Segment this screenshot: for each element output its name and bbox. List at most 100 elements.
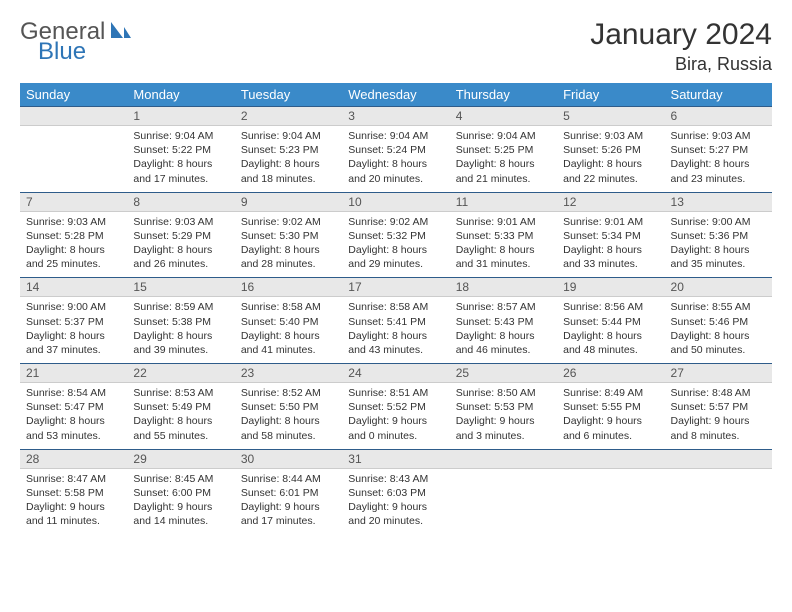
- daylight-text-1: Daylight: 8 hours: [241, 157, 336, 171]
- daylight-text-1: Daylight: 8 hours: [671, 157, 766, 171]
- daylight-text-2: and 35 minutes.: [671, 257, 766, 271]
- sunset-text: Sunset: 5:41 PM: [348, 315, 443, 329]
- day-number-cell: [665, 449, 772, 468]
- day-content-cell: Sunrise: 8:51 AMSunset: 5:52 PMDaylight:…: [342, 383, 449, 450]
- daylight-text-1: Daylight: 8 hours: [133, 414, 228, 428]
- location: Bira, Russia: [590, 54, 772, 75]
- daylight-text-1: Daylight: 9 hours: [563, 414, 658, 428]
- daylight-text-1: Daylight: 8 hours: [456, 157, 551, 171]
- daylight-text-1: Daylight: 8 hours: [26, 414, 121, 428]
- sunrise-text: Sunrise: 9:04 AM: [348, 129, 443, 143]
- daylight-text-1: Daylight: 9 hours: [348, 414, 443, 428]
- daylight-text-2: and 41 minutes.: [241, 343, 336, 357]
- day-number-cell: 9: [235, 192, 342, 211]
- sunrise-text: Sunrise: 9:00 AM: [671, 215, 766, 229]
- sunset-text: Sunset: 5:49 PM: [133, 400, 228, 414]
- day-number-row: 21222324252627: [20, 364, 772, 383]
- sunset-text: Sunset: 5:52 PM: [348, 400, 443, 414]
- daylight-text-2: and 20 minutes.: [348, 514, 443, 528]
- sunset-text: Sunset: 5:33 PM: [456, 229, 551, 243]
- day-number-cell: 17: [342, 278, 449, 297]
- day-number-row: 123456: [20, 107, 772, 126]
- day-number-cell: 27: [665, 364, 772, 383]
- daylight-text-1: Daylight: 8 hours: [241, 243, 336, 257]
- day-content-cell: Sunrise: 8:48 AMSunset: 5:57 PMDaylight:…: [665, 383, 772, 450]
- daylight-text-1: Daylight: 9 hours: [671, 414, 766, 428]
- daylight-text-1: Daylight: 8 hours: [241, 414, 336, 428]
- daylight-text-2: and 14 minutes.: [133, 514, 228, 528]
- day-content-row: Sunrise: 9:00 AMSunset: 5:37 PMDaylight:…: [20, 297, 772, 364]
- daylight-text-1: Daylight: 8 hours: [563, 329, 658, 343]
- sunset-text: Sunset: 5:26 PM: [563, 143, 658, 157]
- day-number-cell: 5: [557, 107, 664, 126]
- daylight-text-1: Daylight: 8 hours: [26, 329, 121, 343]
- day-content-cell: Sunrise: 8:53 AMSunset: 5:49 PMDaylight:…: [127, 383, 234, 450]
- sunset-text: Sunset: 5:53 PM: [456, 400, 551, 414]
- logo-text-blue: Blue: [38, 38, 86, 66]
- sunrise-text: Sunrise: 9:03 AM: [563, 129, 658, 143]
- day-number-cell: [450, 449, 557, 468]
- weekday-header-row: Sunday Monday Tuesday Wednesday Thursday…: [20, 83, 772, 107]
- daylight-text-1: Daylight: 8 hours: [241, 329, 336, 343]
- daylight-text-2: and 17 minutes.: [133, 172, 228, 186]
- sunrise-text: Sunrise: 9:01 AM: [563, 215, 658, 229]
- daylight-text-2: and 8 minutes.: [671, 429, 766, 443]
- daylight-text-1: Daylight: 9 hours: [133, 500, 228, 514]
- day-content-cell: Sunrise: 8:50 AMSunset: 5:53 PMDaylight:…: [450, 383, 557, 450]
- daylight-text-2: and 3 minutes.: [456, 429, 551, 443]
- day-content-cell: [20, 126, 127, 193]
- sunset-text: Sunset: 5:24 PM: [348, 143, 443, 157]
- day-number-cell: 23: [235, 364, 342, 383]
- day-number-cell: 18: [450, 278, 557, 297]
- day-content-cell: Sunrise: 9:04 AMSunset: 5:23 PMDaylight:…: [235, 126, 342, 193]
- sunrise-text: Sunrise: 8:44 AM: [241, 472, 336, 486]
- daylight-text-2: and 33 minutes.: [563, 257, 658, 271]
- sunrise-text: Sunrise: 8:49 AM: [563, 386, 658, 400]
- daylight-text-2: and 0 minutes.: [348, 429, 443, 443]
- sunset-text: Sunset: 5:44 PM: [563, 315, 658, 329]
- page-header: General January 2024 Bira, Russia: [20, 18, 772, 75]
- day-number-cell: 12: [557, 192, 664, 211]
- header-right: January 2024 Bira, Russia: [590, 18, 772, 75]
- day-content-cell: Sunrise: 8:54 AMSunset: 5:47 PMDaylight:…: [20, 383, 127, 450]
- day-number-row: 14151617181920: [20, 278, 772, 297]
- day-number-row: 78910111213: [20, 192, 772, 211]
- sunset-text: Sunset: 5:55 PM: [563, 400, 658, 414]
- day-content-cell: Sunrise: 9:03 AMSunset: 5:26 PMDaylight:…: [557, 126, 664, 193]
- day-content-cell: Sunrise: 8:45 AMSunset: 6:00 PMDaylight:…: [127, 468, 234, 534]
- daylight-text-2: and 55 minutes.: [133, 429, 228, 443]
- sunrise-text: Sunrise: 8:47 AM: [26, 472, 121, 486]
- logo-sail-icon: [109, 20, 131, 45]
- calendar-table: Sunday Monday Tuesday Wednesday Thursday…: [20, 83, 772, 534]
- sunset-text: Sunset: 5:57 PM: [671, 400, 766, 414]
- day-content-cell: Sunrise: 8:57 AMSunset: 5:43 PMDaylight:…: [450, 297, 557, 364]
- daylight-text-1: Daylight: 8 hours: [348, 157, 443, 171]
- sunrise-text: Sunrise: 9:03 AM: [26, 215, 121, 229]
- day-content-cell: Sunrise: 8:52 AMSunset: 5:50 PMDaylight:…: [235, 383, 342, 450]
- sunrise-text: Sunrise: 8:52 AM: [241, 386, 336, 400]
- daylight-text-1: Daylight: 8 hours: [133, 157, 228, 171]
- sunrise-text: Sunrise: 9:03 AM: [671, 129, 766, 143]
- day-content-cell: [450, 468, 557, 534]
- day-content-cell: Sunrise: 8:58 AMSunset: 5:40 PMDaylight:…: [235, 297, 342, 364]
- weekday-header: Sunday: [20, 83, 127, 107]
- daylight-text-2: and 58 minutes.: [241, 429, 336, 443]
- daylight-text-1: Daylight: 9 hours: [26, 500, 121, 514]
- day-number-cell: 13: [665, 192, 772, 211]
- weekday-header: Monday: [127, 83, 234, 107]
- daylight-text-2: and 17 minutes.: [241, 514, 336, 528]
- sunset-text: Sunset: 6:01 PM: [241, 486, 336, 500]
- day-number-cell: 4: [450, 107, 557, 126]
- sunset-text: Sunset: 5:46 PM: [671, 315, 766, 329]
- sunrise-text: Sunrise: 9:01 AM: [456, 215, 551, 229]
- sunrise-text: Sunrise: 8:48 AM: [671, 386, 766, 400]
- day-number-cell: 7: [20, 192, 127, 211]
- sunrise-text: Sunrise: 9:03 AM: [133, 215, 228, 229]
- weekday-header: Saturday: [665, 83, 772, 107]
- sunset-text: Sunset: 6:00 PM: [133, 486, 228, 500]
- calendar-body: 123456Sunrise: 9:04 AMSunset: 5:22 PMDay…: [20, 107, 772, 535]
- daylight-text-2: and 20 minutes.: [348, 172, 443, 186]
- sunrise-text: Sunrise: 9:02 AM: [241, 215, 336, 229]
- day-content-cell: [557, 468, 664, 534]
- daylight-text-1: Daylight: 8 hours: [671, 243, 766, 257]
